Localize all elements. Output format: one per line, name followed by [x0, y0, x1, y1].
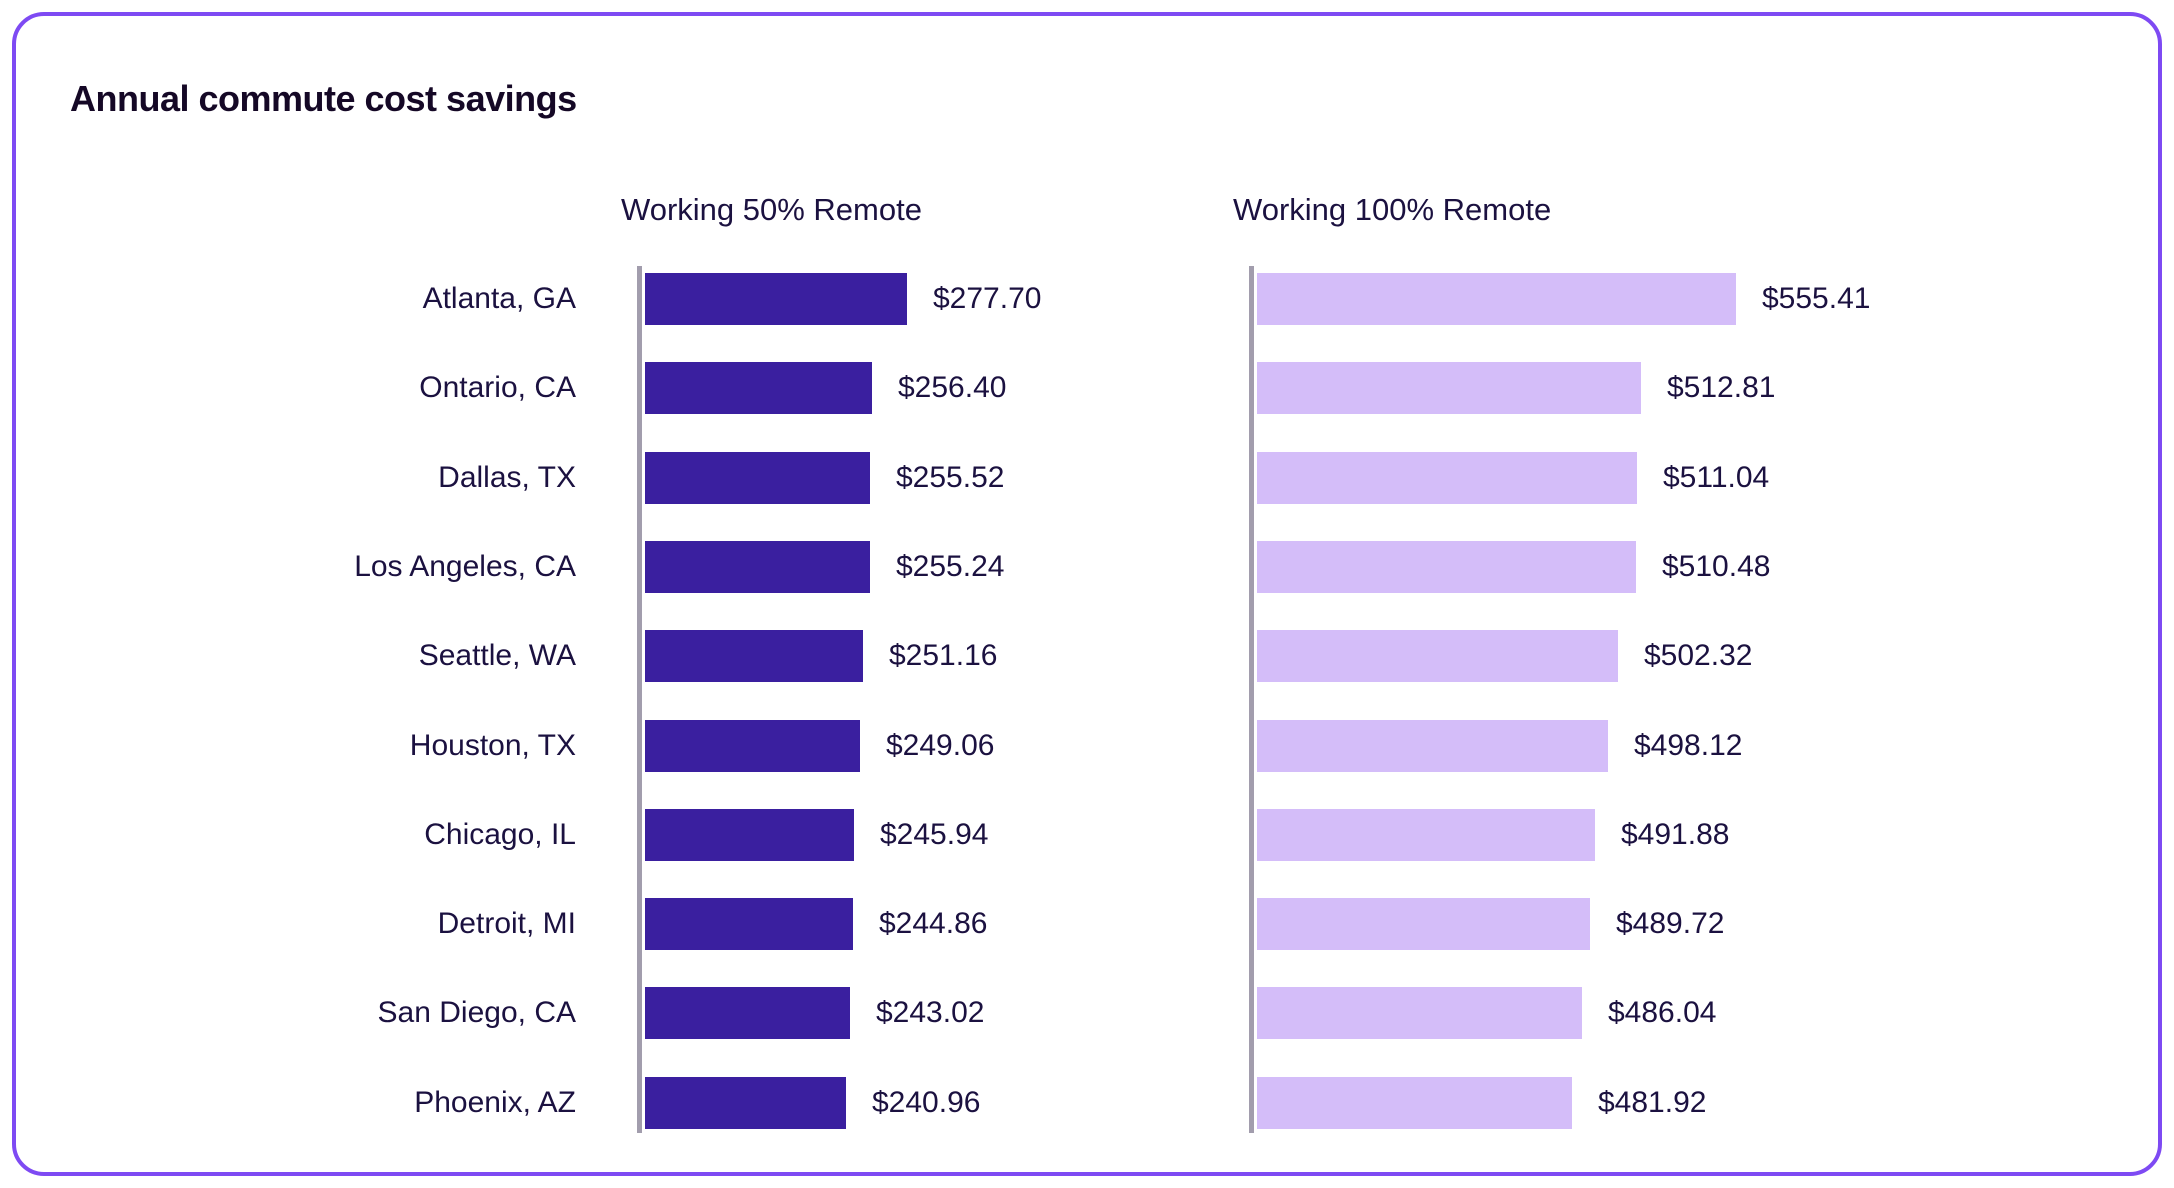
value-label-100-remote: $486.04 [1608, 996, 1717, 1030]
category-label: Phoenix, AZ [414, 1085, 576, 1119]
bar-100-remote [1257, 273, 1736, 325]
bar-100-remote [1257, 808, 1595, 861]
bar-100-remote [1257, 1076, 1572, 1129]
bar-50-remote [645, 898, 853, 951]
bar-100-remote [1257, 630, 1618, 683]
value-label-100-remote: $512.81 [1667, 371, 1776, 405]
bar-100-remote [1257, 540, 1636, 593]
bar-100-remote [1257, 451, 1637, 504]
bar-50-remote [645, 540, 870, 593]
chart-title: Annual commute cost savings [70, 78, 577, 119]
value-label-50-remote: $243.02 [876, 996, 985, 1030]
value-label-50-remote: $255.24 [896, 549, 1005, 583]
value-label-50-remote: $256.40 [898, 371, 1007, 405]
bar-50-remote [645, 451, 870, 504]
bar-50-remote [645, 362, 872, 415]
category-label: Los Angeles, CA [354, 549, 576, 583]
category-label: San Diego, CA [377, 996, 576, 1030]
category-label: Atlanta, GA [422, 282, 576, 315]
y-axis-line-right [1249, 266, 1254, 1133]
category-label: Ontario, CA [419, 371, 576, 405]
value-label-100-remote: $481.92 [1598, 1085, 1707, 1119]
value-label-50-remote: $240.96 [872, 1085, 981, 1119]
chart-card: Annual commute cost savings Working 50% … [12, 12, 2162, 1176]
y-axis-line-left [637, 266, 642, 1133]
category-label: Houston, TX [409, 728, 576, 762]
category-label: Chicago, IL [424, 817, 576, 851]
value-label-50-remote: $251.16 [889, 639, 998, 673]
value-label-100-remote: $489.72 [1616, 907, 1725, 941]
value-label-100-remote: $502.32 [1644, 639, 1753, 673]
value-label-50-remote: $255.52 [896, 460, 1005, 494]
value-label-50-remote: $249.06 [886, 728, 995, 762]
series-header-50-remote: Working 50% Remote [621, 192, 922, 227]
series-header-100-remote: Working 100% Remote [1233, 192, 1552, 227]
bar-50-remote [645, 273, 907, 325]
value-label-100-remote: $510.48 [1662, 549, 1771, 583]
value-label-100-remote: $511.04 [1663, 460, 1770, 494]
value-label-100-remote: $491.88 [1621, 817, 1730, 851]
category-label: Detroit, MI [437, 907, 576, 941]
value-label-100-remote: $555.41 [1762, 282, 1871, 315]
bar-100-remote [1257, 898, 1590, 951]
bar-100-remote [1257, 987, 1582, 1040]
value-label-50-remote: $277.70 [933, 282, 1042, 315]
value-label-50-remote: $245.94 [880, 817, 989, 851]
category-label: Dallas, TX [438, 460, 576, 494]
bar-50-remote [645, 808, 854, 861]
bar-100-remote [1257, 362, 1641, 415]
value-label-100-remote: $498.12 [1634, 728, 1743, 762]
value-label-50-remote: $244.86 [879, 907, 988, 941]
bar-50-remote [645, 1076, 846, 1129]
category-label: Seattle, WA [418, 639, 576, 673]
bar-50-remote [645, 630, 863, 683]
bar-50-remote [645, 719, 860, 772]
bar-50-remote [645, 987, 850, 1040]
bar-100-remote [1257, 719, 1608, 772]
